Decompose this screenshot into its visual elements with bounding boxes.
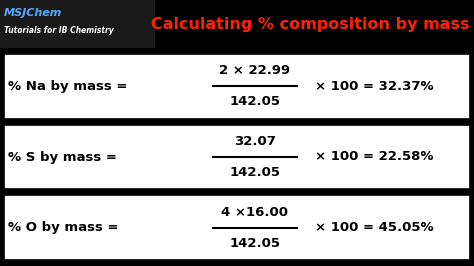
FancyBboxPatch shape	[4, 125, 470, 189]
FancyBboxPatch shape	[4, 54, 470, 119]
FancyBboxPatch shape	[4, 195, 470, 260]
Text: Calculating % composition by mass: Calculating % composition by mass	[151, 16, 469, 31]
Text: × 100 = 32.37%: × 100 = 32.37%	[315, 80, 434, 93]
Text: 4 ×16.00: 4 ×16.00	[221, 206, 289, 219]
Text: × 100 = 22.58%: × 100 = 22.58%	[315, 151, 434, 164]
Text: 142.05: 142.05	[229, 95, 281, 108]
Text: Tutorials for IB Chemistry: Tutorials for IB Chemistry	[4, 26, 114, 35]
Text: 142.05: 142.05	[229, 237, 281, 250]
Text: MSJChem: MSJChem	[4, 8, 63, 18]
Text: × 100 = 45.05%: × 100 = 45.05%	[315, 221, 434, 234]
Text: 142.05: 142.05	[229, 166, 281, 179]
Text: 2 × 22.99: 2 × 22.99	[219, 64, 291, 77]
FancyBboxPatch shape	[0, 0, 155, 48]
Text: % Na by mass =: % Na by mass =	[8, 80, 128, 93]
Text: % O by mass =: % O by mass =	[8, 221, 118, 234]
Text: % S by mass =: % S by mass =	[8, 151, 117, 164]
Text: 32.07: 32.07	[234, 135, 276, 148]
